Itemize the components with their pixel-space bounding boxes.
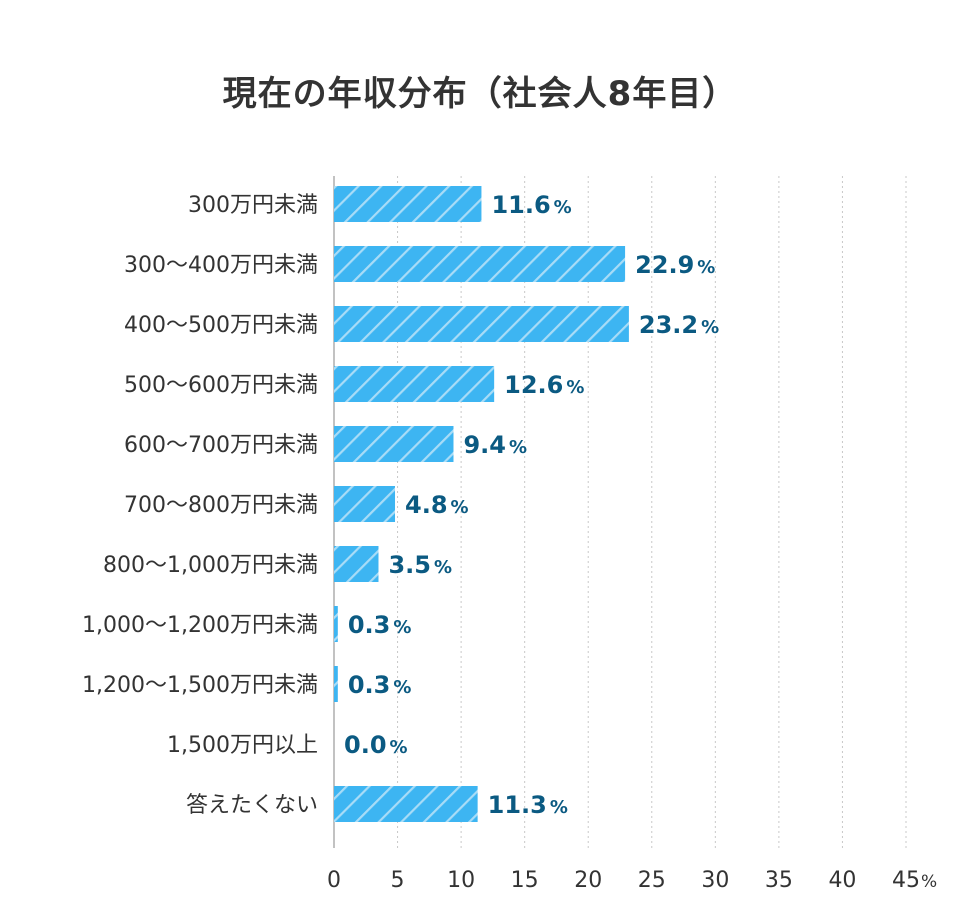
bar	[334, 666, 338, 702]
value-unit: %	[554, 197, 572, 218]
grid-lines	[333, 176, 907, 848]
category-label: 500〜600万円未満	[124, 373, 318, 398]
value-label: 23.2%	[639, 311, 719, 339]
value-unit: %	[701, 317, 719, 338]
value-labels: 11.6 % 22.9 % 23.2 % 12.6 % 9.4 % 4.8 % 3.5 % 0.3 % 0.3%…	[344, 191, 719, 819]
category-label: 1,500万円以上	[167, 733, 318, 758]
category-label: 1,000〜1,200万円未満	[82, 613, 318, 638]
x-tick-label: 25	[638, 868, 666, 893]
bar	[334, 486, 396, 522]
category-label: 1,200〜1,500万円未満	[82, 673, 318, 698]
bar	[334, 546, 379, 582]
x-axis-ticks: 0 5 10 15 20 25 30 35 40 45%	[327, 868, 937, 893]
bar	[334, 426, 454, 462]
value-label: 9.4%	[463, 431, 527, 459]
category-labels: 300万円未満 300〜400万円未満 400〜500万円未満 500〜600万円未満…	[82, 193, 318, 818]
category-label: 300〜400万円未満	[124, 253, 318, 278]
value-unit: %	[390, 737, 408, 758]
x-tick-label: 5	[391, 868, 405, 893]
x-tick-label: 30	[701, 868, 729, 893]
value-unit: %	[451, 497, 469, 518]
value-unit: %	[509, 437, 527, 458]
chart-title: 現在の年収分布（社会人8年目）	[222, 74, 738, 114]
bar	[334, 306, 629, 342]
value-label: 3.5%	[388, 551, 452, 579]
x-tick-label: 45%	[892, 868, 937, 893]
x-tick-unit: %	[921, 872, 937, 892]
bar	[334, 366, 495, 402]
category-label: 400〜500万円未満	[124, 313, 318, 338]
category-label: 300万円未満	[188, 193, 318, 218]
value-label: 12.6%	[504, 371, 584, 399]
bar	[334, 786, 478, 822]
bars	[334, 186, 629, 822]
category-label: 800〜1,000万円未満	[103, 553, 318, 578]
value-unit: %	[393, 677, 411, 698]
bar	[334, 186, 482, 222]
x-tick-label: 10	[447, 868, 475, 893]
value-unit: %	[434, 557, 452, 578]
value-unit: %	[550, 797, 568, 818]
value-unit: %	[697, 257, 715, 278]
value-label: 11.3%	[488, 791, 568, 819]
value-unit: %	[393, 617, 411, 638]
x-tick-label: 0	[327, 868, 341, 893]
value-label: 4.8%	[405, 491, 469, 519]
value-label: 0.3%	[348, 611, 412, 639]
bar	[334, 606, 338, 642]
bar	[334, 246, 626, 282]
category-label: 700〜800万円未満	[124, 493, 318, 518]
x-tick-label: 40	[828, 868, 856, 893]
value-label: 22.9%	[635, 251, 715, 279]
value-label: 0.0%	[344, 731, 408, 759]
x-tick-label: 35	[765, 868, 793, 893]
value-label: 0.3%	[348, 671, 412, 699]
value-label: 11.6%	[491, 191, 571, 219]
x-tick-label: 15	[511, 868, 539, 893]
category-label: 600〜700万円未満	[124, 433, 318, 458]
x-tick-label: 20	[574, 868, 602, 893]
value-unit: %	[566, 377, 584, 398]
category-label: 答えたくない	[186, 793, 318, 818]
